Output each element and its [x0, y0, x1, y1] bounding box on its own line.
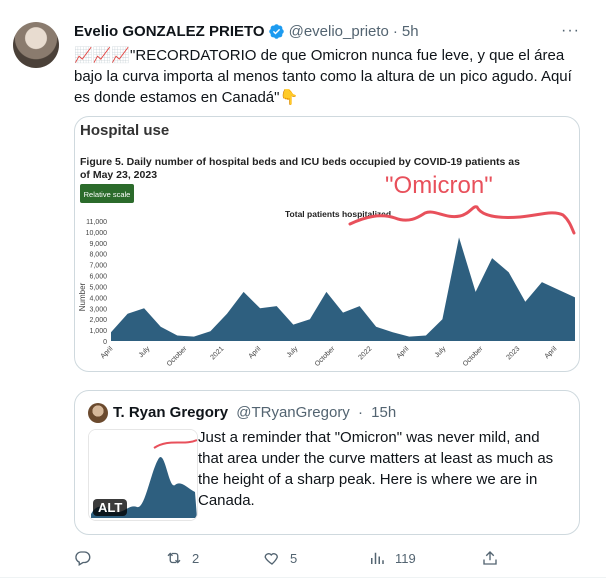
tweet-media-image[interactable]: Hospital use Figure 5. Daily number of h…	[74, 116, 580, 372]
like-count: 5	[290, 550, 298, 566]
quoted-tweet[interactable]: T. Ryan Gregory @TRyanGregory · 15h ALT …	[74, 390, 580, 535]
quoted-author-name[interactable]: T. Ryan Gregory	[113, 404, 229, 421]
y-tick-label: 0	[103, 339, 107, 346]
tweet-text: 📈📈📈"RECORDATORIO de que Omicron nunca fu…	[74, 47, 572, 106]
reply-button[interactable]	[74, 549, 101, 567]
y-tick-label: 5,000	[89, 284, 107, 291]
x-tick-label: April	[248, 345, 263, 360]
hospitalized-area-series	[111, 237, 575, 341]
y-axis-label: Number	[78, 282, 87, 311]
views-count: 119	[395, 550, 416, 566]
x-tick-label: October	[314, 345, 337, 368]
x-tick-label: 2021	[209, 345, 225, 361]
retweet-count: 2	[192, 550, 200, 566]
y-tick-label: 1,000	[89, 328, 107, 335]
author-handle[interactable]: @evelio_prieto	[288, 23, 389, 40]
chart-title-line-2: of May 23, 2023	[80, 169, 157, 181]
verified-badge-icon	[268, 24, 284, 39]
share-icon	[483, 551, 497, 565]
omicron-annotation: "Omicron"	[385, 172, 493, 199]
share-button[interactable]	[481, 549, 508, 567]
x-tick-label: April	[544, 345, 559, 360]
x-tick-label: October	[166, 345, 189, 368]
y-tick-label: 3,000	[89, 306, 107, 313]
quoted-header: T. Ryan Gregory @TRyanGregory · 15h	[113, 404, 396, 421]
series-label: Total patients hospitalized	[285, 209, 391, 219]
x-tick-label: 2022	[357, 345, 373, 361]
x-tick-label: April	[396, 345, 411, 360]
hospital-use-chart: Hospital use Figure 5. Daily number of h…	[78, 122, 576, 368]
quoted-author-handle[interactable]: @TRyanGregory	[236, 404, 350, 421]
reply-icon	[75, 551, 91, 566]
quoted-timestamp[interactable]: 15h	[371, 404, 397, 421]
chart-heading: Hospital use	[80, 122, 169, 139]
annotation-curve	[348, 205, 576, 235]
author-name[interactable]: Evelio GONZALEZ PRIETO	[74, 23, 265, 40]
x-tick-label: July	[138, 345, 152, 359]
y-tick-label: 10,000	[86, 230, 108, 237]
separator-dot: ·	[392, 23, 398, 40]
y-tick-label: 11,000	[86, 219, 107, 226]
more-options-icon[interactable]: ···	[561, 22, 580, 39]
quoted-avatar[interactable]	[88, 403, 108, 423]
tweet-timestamp[interactable]: 5h	[401, 23, 419, 40]
tweet-header: Evelio GONZALEZ PRIETO @evelio_prieto · …	[74, 23, 419, 40]
quoted-separator-dot: ·	[357, 404, 363, 421]
x-tick-label: July	[434, 345, 448, 359]
retweet-icon	[167, 552, 181, 564]
y-axis-ticks: 0 1,000 2,000 3,000 4,000 5,000 6,000 7,000 8,00…	[86, 219, 108, 346]
quoted-media-thumbnail[interactable]: ALT	[88, 429, 198, 521]
y-tick-label: 9,000	[89, 241, 107, 248]
views-chart-icon	[371, 552, 384, 564]
chart-title-line-1: Figure 5. Daily number of hospital beds …	[80, 156, 520, 168]
tweet-actions: 2 5 119	[74, 549, 514, 569]
avatar[interactable]	[13, 22, 59, 68]
x-tick-label: July	[286, 345, 300, 359]
views-button[interactable]: 119	[368, 549, 416, 567]
x-tick-label: 2023	[505, 345, 521, 361]
y-tick-label: 2,000	[89, 317, 107, 324]
relative-scale-button	[80, 184, 134, 203]
quoted-tweet-text: Just a reminder that "Omicron" was never…	[198, 429, 554, 509]
alt-text-badge[interactable]: ALT	[93, 499, 128, 516]
relative-scale-label: Relative scale	[84, 190, 131, 199]
x-tick-label: October	[462, 345, 485, 368]
y-tick-label: 4,000	[89, 295, 107, 302]
y-tick-label: 6,000	[89, 274, 107, 281]
heart-icon	[264, 553, 278, 565]
like-button[interactable]: 5	[263, 549, 297, 567]
x-tick-label: April	[100, 345, 115, 360]
retweet-button[interactable]: 2	[165, 549, 199, 567]
x-axis-ticks: April July October 2021 April July October 2022…	[100, 345, 559, 368]
y-tick-label: 7,000	[89, 263, 107, 270]
y-tick-label: 8,000	[89, 252, 107, 259]
